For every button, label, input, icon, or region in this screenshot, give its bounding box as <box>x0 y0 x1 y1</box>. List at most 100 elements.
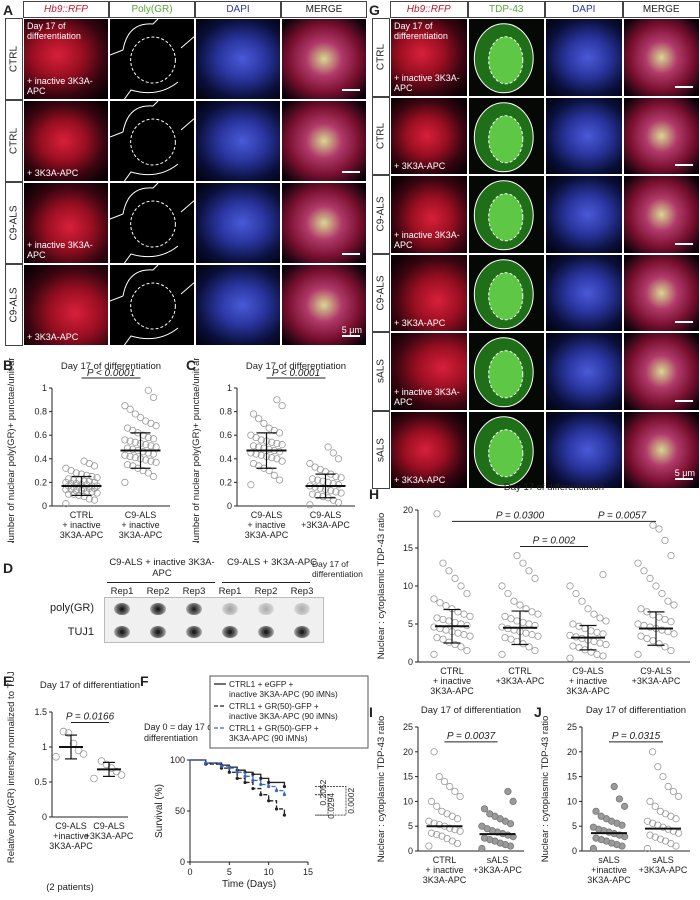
censor-mark <box>227 766 231 770</box>
micrograph-tile <box>545 410 623 489</box>
data-point <box>457 582 465 590</box>
nucleus-outline <box>130 118 176 166</box>
micrograph-tile <box>467 18 545 97</box>
panel-d-dot-blot: C9-ALS + inactive 3K3A-APC C9-ALS + 3K3A-… <box>0 555 370 643</box>
data-point <box>149 472 158 481</box>
data-point <box>460 610 468 618</box>
blot-dot <box>150 626 166 638</box>
data-point <box>599 652 607 660</box>
polygr-cell-outline <box>110 19 194 99</box>
data-point <box>507 615 515 623</box>
blot-rep-label: Rep3 <box>182 586 206 597</box>
chart-title: Day 17 of differentiation <box>504 482 604 493</box>
data-point <box>430 595 438 603</box>
micrograph-tile: + inactive 3K3A-APC <box>23 182 109 264</box>
micrograph-tile <box>281 18 367 100</box>
data-point <box>107 764 116 772</box>
data-point <box>260 419 268 428</box>
censor-mark <box>267 799 271 803</box>
blot-dot <box>150 603 166 615</box>
x-category-label: + inactive <box>121 520 159 530</box>
x-category-label: +3K3A-APC <box>301 520 350 530</box>
data-point <box>460 631 468 639</box>
data-point <box>121 478 129 487</box>
data-point <box>507 635 515 643</box>
data-point <box>273 455 281 463</box>
panel-b-scatter-chart: Day 17 of differentiation 0 0.2 0.4 0.6 0.8 1 N… <box>6 358 170 543</box>
micrograph-tile <box>467 332 545 411</box>
scale-bar <box>342 89 360 91</box>
panel-letter-b: B <box>3 357 14 373</box>
p-value-label: P = 0.0037 <box>447 731 496 742</box>
scale-bar-label: 5 μm <box>674 468 695 478</box>
legend-label: CTRL1 + GR(50)-GFP + <box>229 723 319 733</box>
grid-row-label: C9-ALS <box>5 182 23 264</box>
patient-note: (2 patients) <box>46 882 94 893</box>
data-point <box>435 821 443 829</box>
data-point <box>278 441 286 449</box>
data-point <box>74 746 83 755</box>
scale-bar <box>675 399 693 402</box>
data-point <box>584 605 592 613</box>
cell-body-outline <box>110 101 194 181</box>
x-category-label: +inactive <box>591 865 627 875</box>
data-point <box>463 647 471 655</box>
y-tick-label: 0.2 <box>219 477 232 487</box>
data-point <box>439 635 447 643</box>
scale-bar <box>675 164 693 166</box>
blot-dot <box>186 603 202 615</box>
blot-dot <box>186 626 202 638</box>
data-point <box>456 792 464 801</box>
data-point <box>643 844 652 853</box>
panel-letter-h: H <box>369 486 380 502</box>
micrograph-tile <box>109 18 195 100</box>
y-tick-label: 20 <box>403 747 413 757</box>
micrograph-tile <box>622 96 700 175</box>
data-point <box>126 437 134 445</box>
micrograph-tile: + 3K3A-APC <box>23 100 109 182</box>
grid-row-label: C9-ALS <box>372 175 390 254</box>
blot-dot <box>114 626 130 638</box>
data-point <box>451 787 459 796</box>
data-point <box>643 634 651 643</box>
micrograph-tile <box>545 253 623 332</box>
scale-bar <box>675 478 693 480</box>
data-point <box>147 457 155 465</box>
y-tick-label: 20 <box>403 505 413 515</box>
data-point <box>308 490 317 498</box>
data-point <box>466 612 474 620</box>
blot-day-note: Day 17 of differentiation <box>312 559 363 579</box>
data-point <box>566 631 574 639</box>
row-label-text: CTRL <box>375 122 387 149</box>
data-point <box>581 624 589 633</box>
data-point <box>136 413 145 422</box>
legend-label: CTRL1 + eGFP + <box>229 679 294 689</box>
tdp43-cell-outline <box>473 415 534 486</box>
x-category-label: sALS <box>652 855 674 865</box>
nucleus-outline <box>487 428 523 477</box>
scale-bar <box>342 253 360 255</box>
panel-i-scatter-chart: Day 17 of differentiation 0 5 10 15 20 25 Nucle… <box>376 705 524 885</box>
grid-header-1: Poly(GR) <box>109 1 195 18</box>
censor-mark <box>219 764 224 768</box>
data-point <box>90 774 98 783</box>
data-point <box>121 436 129 444</box>
data-point <box>593 628 601 636</box>
x-category-label: + inactive <box>62 520 100 530</box>
data-point <box>656 807 665 815</box>
data-point <box>649 611 657 619</box>
grid-header-1: TDP-43 <box>467 1 545 18</box>
data-point <box>314 476 322 484</box>
data-point <box>658 590 666 598</box>
data-point <box>592 834 600 842</box>
data-point <box>337 474 345 482</box>
nucleus-outline <box>130 282 176 330</box>
micrograph-tile <box>622 332 700 411</box>
micrograph-tile: 5 μm <box>622 410 700 489</box>
data-point <box>519 640 527 648</box>
y-tick-label: 20 <box>567 747 577 757</box>
micrograph-tile: + 3K3A-APC <box>23 264 109 346</box>
x-category-label: 3K3A-APC <box>566 686 610 696</box>
y-tick-label: 15 <box>403 543 413 553</box>
censor-mark <box>235 776 239 780</box>
